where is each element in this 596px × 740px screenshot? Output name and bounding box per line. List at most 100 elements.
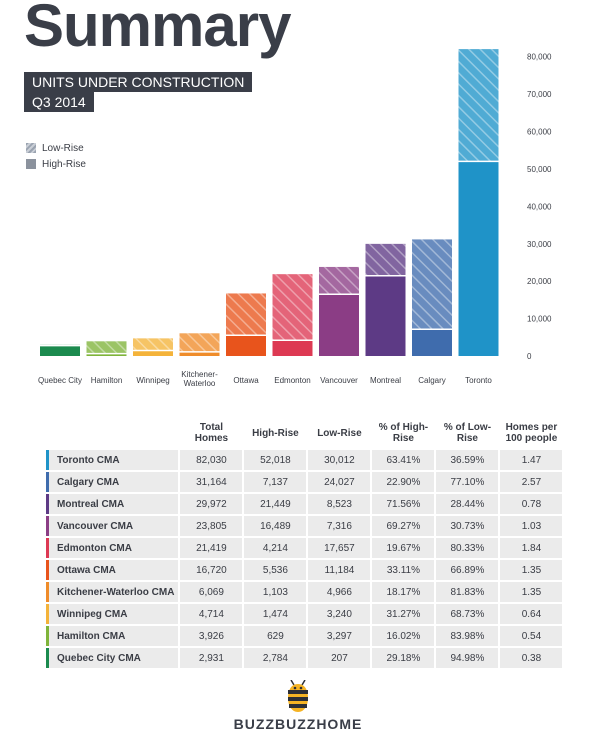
- table-cell: 31.27%: [372, 604, 435, 624]
- y-tick-label: 20,000: [527, 277, 552, 286]
- table-cell: 29.18%: [372, 648, 435, 668]
- table-body: Toronto CMA 82,030 52,018 30,012 63.41% 36.59…: [46, 450, 563, 668]
- column-header: Total Homes: [180, 418, 243, 448]
- table-row: Montreal CMA 29,972 21,449 8,523 71.56% 28.44…: [46, 494, 563, 514]
- city-cell: Montreal CMA: [46, 494, 179, 514]
- table-row: Edmonton CMA 21,419 4,214 17,657 19.67% 80.33…: [46, 538, 563, 558]
- page-title: Summary: [24, 0, 291, 59]
- chart-legend: Low-Rise High-Rise: [26, 140, 86, 172]
- table-cell: 6,069: [180, 582, 243, 602]
- y-tick-label: 80,000: [527, 53, 552, 62]
- table-row: Ottawa CMA 16,720 5,536 11,184 33.11% 66.89% 1…: [46, 560, 563, 580]
- x-tick-label: Ottawa: [233, 376, 259, 385]
- city-cell: Vancouver CMA: [46, 516, 179, 536]
- table-cell: 207: [308, 648, 371, 668]
- legend-label-high-rise: High-Rise: [42, 158, 86, 170]
- table-cell: 82,030: [180, 450, 243, 470]
- table-cell: 80.33%: [436, 538, 499, 558]
- x-tick-label: Quebec City: [38, 376, 82, 385]
- x-tick-label: Hamilton: [91, 376, 123, 385]
- table-row: Vancouver CMA 23,805 16,489 7,316 69.27% 30.7…: [46, 516, 563, 536]
- table-cell: 2.57: [500, 472, 563, 492]
- bee-icon: [288, 680, 308, 712]
- bar-high-rise-vancouver: [319, 294, 359, 356]
- city-cell: Hamilton CMA: [46, 626, 179, 646]
- table-cell: 7,137: [244, 472, 307, 492]
- x-tick-label: Toronto: [465, 376, 492, 385]
- y-tick-label: 40,000: [527, 202, 552, 211]
- x-tick-label: Vancouver: [320, 376, 358, 385]
- table-cell: 22.90%: [372, 472, 435, 492]
- table-row: Calgary CMA 31,164 7,137 24,027 22.90% 77.10%…: [46, 472, 563, 492]
- y-tick-label: 50,000: [527, 165, 552, 174]
- bar-low-rise-hatch-toronto: [458, 49, 499, 162]
- low-rise-swatch: [26, 143, 36, 153]
- table-cell: 2,784: [244, 648, 307, 668]
- table-cell: 18.17%: [372, 582, 435, 602]
- table-cell: 63.41%: [372, 450, 435, 470]
- y-tick-label: 0: [527, 352, 532, 361]
- table-cell: 1.35: [500, 582, 563, 602]
- city-cell: Winnipeg CMA: [46, 604, 179, 624]
- table-cell: 629: [244, 626, 307, 646]
- table-cell: 81.83%: [436, 582, 499, 602]
- table-cell: 23,805: [180, 516, 243, 536]
- summary-table: Total Homes High-Rise Low-Rise% of High-Ri…: [44, 416, 564, 670]
- table-cell: 83.98%: [436, 626, 499, 646]
- table-cell: 1,103: [244, 582, 307, 602]
- brand-name: BUZZBUZZHOME: [233, 716, 363, 732]
- city-cell: Toronto CMA: [46, 450, 179, 470]
- table-row: Toronto CMA 82,030 52,018 30,012 63.41% 36.59…: [46, 450, 563, 470]
- table-cell: 30.73%: [436, 516, 499, 536]
- table-cell: 19.67%: [372, 538, 435, 558]
- city-cell: Kitchener-Waterloo CMA: [46, 582, 179, 602]
- bar-high-rise-toronto: [458, 161, 499, 356]
- table-cell: 36.59%: [436, 450, 499, 470]
- column-header: [46, 418, 179, 448]
- x-tick-label: Kitchener-Waterloo: [181, 370, 218, 388]
- table-cell: 30,012: [308, 450, 371, 470]
- table-cell: 71.56%: [372, 494, 435, 514]
- table-header-row: Total Homes High-Rise Low-Rise% of High-Ri…: [46, 418, 563, 448]
- y-tick-label: 30,000: [527, 240, 552, 249]
- bar-high-rise-kitchener-waterloo: [179, 351, 220, 356]
- city-cell: Calgary CMA: [46, 472, 179, 492]
- table-cell: 3,297: [308, 626, 371, 646]
- bar-high-rise-montreal: [365, 275, 406, 356]
- bar-chart: 0 10,000 20,000 30,000 40,000 50,000 60,000 70,…: [38, 49, 552, 388]
- column-header: High-Rise: [244, 418, 307, 448]
- table-cell: 1.35: [500, 560, 563, 580]
- bar-low-rise-hatch-kitchener-waterloo: [179, 333, 220, 352]
- table-cell: 1.03: [500, 516, 563, 536]
- y-tick-label: 70,000: [527, 90, 552, 99]
- legend-item-high-rise: High-Rise: [26, 156, 86, 172]
- table-cell: 16,489: [244, 516, 307, 536]
- table-cell: 16,720: [180, 560, 243, 580]
- bar-high-rise-quebec-city: [40, 345, 80, 356]
- table-cell: 0.78: [500, 494, 563, 514]
- bar-low-rise-hatch-winnipeg: [133, 338, 173, 351]
- bar-high-rise-ottawa: [226, 335, 266, 356]
- y-tick-label: 60,000: [527, 128, 552, 137]
- table-cell: 1,474: [244, 604, 307, 624]
- table-cell: 3,926: [180, 626, 243, 646]
- table-cell: 4,214: [244, 538, 307, 558]
- table-cell: 0.54: [500, 626, 563, 646]
- table-cell: 29,972: [180, 494, 243, 514]
- x-tick-label: Edmonton: [274, 376, 310, 385]
- table-cell: 66.89%: [436, 560, 499, 580]
- table-cell: 77.10%: [436, 472, 499, 492]
- table-cell: 68.73%: [436, 604, 499, 624]
- bar-high-rise-calgary: [412, 329, 452, 356]
- table-cell: 0.64: [500, 604, 563, 624]
- bar-high-rise-hamilton: [86, 353, 127, 356]
- x-tick-label: Winnipeg: [136, 376, 169, 385]
- table-row: Kitchener-Waterloo CMA 6,069 1,103 4,966 18.…: [46, 582, 563, 602]
- bar-high-rise-winnipeg: [133, 350, 173, 356]
- table-cell: 3,240: [308, 604, 371, 624]
- table-cell: 1.47: [500, 450, 563, 470]
- column-header: Low-Rise: [308, 418, 371, 448]
- y-tick-label: 10,000: [527, 315, 552, 324]
- bars-layer: [40, 49, 499, 356]
- table-cell: 52,018: [244, 450, 307, 470]
